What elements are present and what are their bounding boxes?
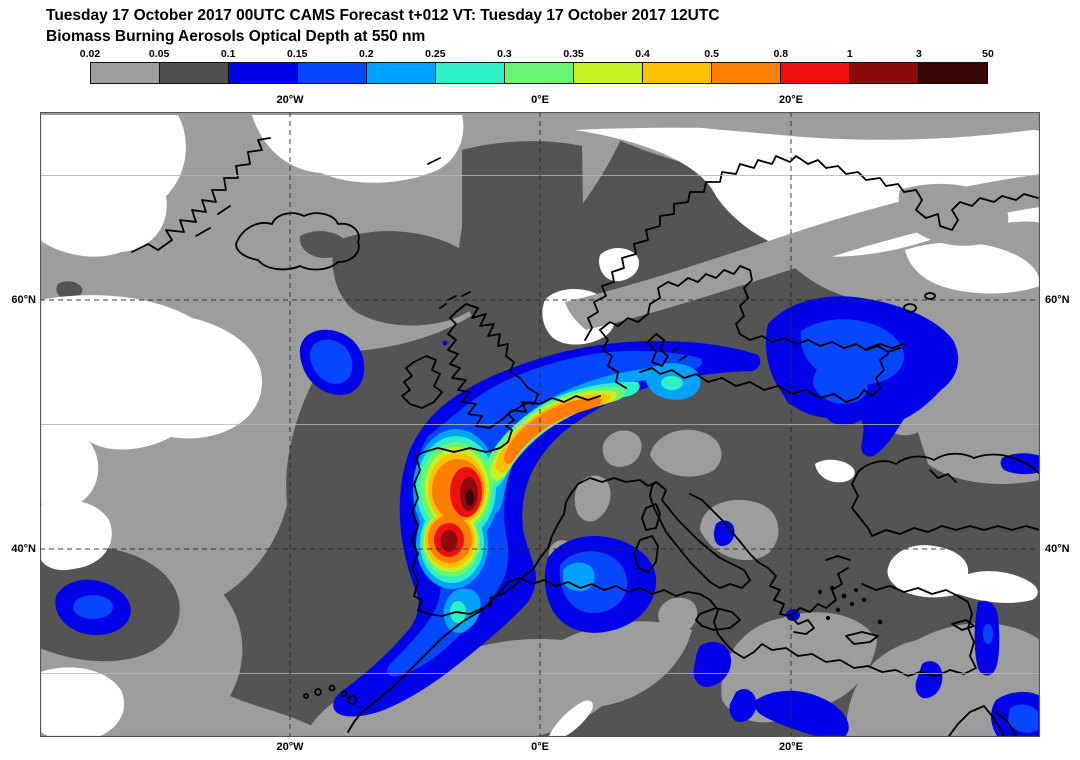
map-lat-label-left: 40°N	[11, 543, 36, 555]
colorbar-segment	[643, 63, 712, 83]
colorbar-tick-label: 0.8	[773, 48, 789, 60]
map-frame	[40, 112, 1040, 737]
colorbar-segment	[160, 63, 229, 83]
aod-maroon-core	[465, 490, 475, 506]
page-title: Tuesday 17 October 2017 00UTC CAMS Forec…	[46, 7, 720, 24]
map-lat-label-left: 60°N	[11, 294, 36, 306]
colorbar-tick-label: 0.15	[287, 48, 308, 60]
colorbar-bar	[90, 62, 988, 84]
map-lat-label-right: 60°N	[1045, 294, 1070, 306]
colorbar-tick-label: 3	[916, 48, 922, 60]
colorbar-tick-label: 0.5	[704, 48, 719, 60]
map-lon-label-top: 0°E	[531, 94, 549, 106]
colorbar-segment	[367, 63, 436, 83]
colorbar-segment	[712, 63, 781, 83]
colorbar-tick-label: 0.05	[148, 48, 170, 60]
page-subtitle: Biomass Burning Aerosols Optical Depth a…	[46, 28, 426, 45]
colorbar-tick-label: 0.25	[425, 48, 446, 60]
colorbar-segment	[781, 63, 850, 83]
colorbar-segment	[298, 63, 367, 83]
map-lat-label-right: 40°N	[1045, 543, 1070, 555]
colorbar-tick-label: 1	[846, 48, 853, 60]
map-lon-label-bottom: 0°E	[531, 741, 549, 753]
colorbar-ticks: 0.02 0.05 0.1 0.15 0.2 0.25 0.3 0.35 0.4 0.5 0.8 1 3…	[0, 0, 1080, 60]
colorbar-tick-label: 50	[982, 48, 994, 60]
colorbar-segment	[574, 63, 643, 83]
colorbar-tick-label: 0.02	[79, 48, 101, 60]
gridlines-layer	[40, 112, 1040, 737]
colorbar-segment	[229, 63, 298, 83]
forecast-map-canvas	[40, 112, 1040, 737]
colorbar-tick-label: 0.1	[220, 48, 236, 60]
aod-grey-streaks	[565, 112, 1040, 330]
colorbar-segment	[505, 63, 574, 83]
colorbar-segment	[919, 63, 987, 83]
colorbar-tick-label: 0.4	[635, 48, 650, 60]
colorbar-tick-label: 0.35	[563, 48, 584, 60]
colorbar-segment	[436, 63, 505, 83]
map-lon-label-bottom: 20°E	[779, 741, 803, 753]
map-lon-label-top: 20°W	[276, 94, 304, 106]
map-lon-label-top: 20°E	[779, 94, 803, 106]
map-lon-label-bottom: 20°W	[276, 741, 304, 753]
colorbar-tick-label: 0.2	[358, 48, 374, 60]
coastlines-layer	[131, 137, 1040, 737]
colorbar-segment	[850, 63, 919, 83]
colorbar-tick-label: 0.3	[497, 48, 512, 60]
colorbar-segment	[91, 63, 160, 83]
